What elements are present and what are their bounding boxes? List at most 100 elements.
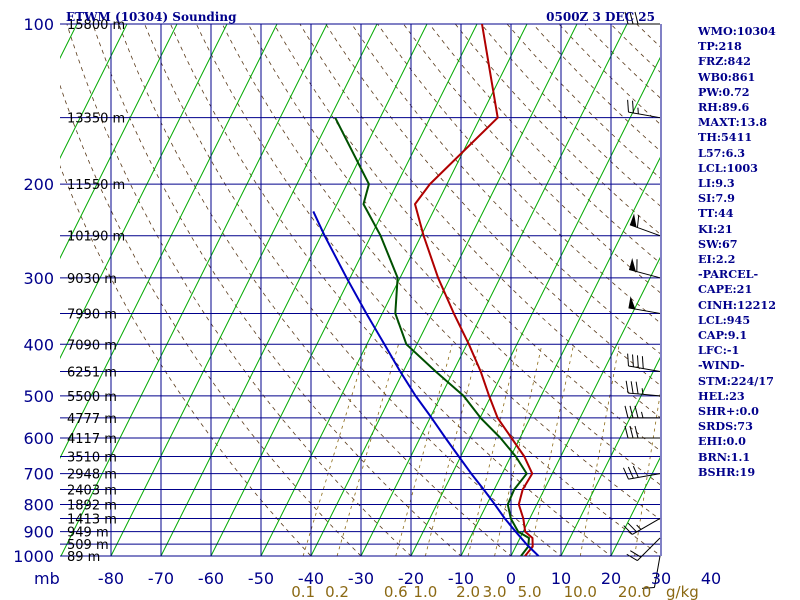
wind-barb (627, 99, 661, 119)
profiles (312, 24, 540, 556)
dewpoint-line (334, 117, 530, 556)
isotherm (560, 356, 660, 556)
grid (60, 23, 662, 557)
wind-barb (626, 537, 661, 562)
mixing-ratio-label: 3.0 (483, 583, 507, 600)
temperature-tick-label: -10 (448, 569, 474, 588)
temperature-tick-label: -20 (398, 569, 424, 588)
index-item: L57:6.3 (698, 145, 746, 160)
pressure-tick-label: 100 (23, 15, 54, 34)
height-label: 509 m (67, 538, 109, 553)
height-label: 10190 m (67, 230, 125, 245)
wind-barb (624, 405, 660, 419)
wind-barb (622, 465, 661, 480)
wind-barb (624, 11, 660, 25)
dry-adiabat (118, 24, 512, 556)
index-item: BSHR:19 (698, 464, 756, 479)
temperature-line (414, 24, 534, 556)
mixing-ratio-label: 20.0 (618, 583, 651, 600)
index-item: LI:9.3 (698, 176, 735, 191)
pressure-tick-label: 900 (23, 523, 54, 542)
index-item: RH:89.6 (698, 100, 750, 115)
index-item: TT:44 (698, 206, 734, 221)
mixing-ratio-line (494, 344, 543, 556)
moist-adiabat (0, 550, 405, 567)
mixing-ratio-line (302, 344, 368, 556)
height-label: 1413 m (67, 512, 117, 527)
isotherm (210, 24, 478, 556)
index-item: SI:7.9 (698, 191, 735, 206)
isotherm (410, 56, 660, 556)
pressure-tick-label: 800 (23, 495, 54, 514)
wind-barb (627, 353, 661, 373)
index-item: WMO:10304 (698, 24, 776, 38)
temperature-tick-label: 20 (601, 569, 621, 588)
isotherm (460, 156, 660, 556)
mixing-ratio-line (336, 344, 399, 556)
temperature-tick-label: -40 (298, 569, 324, 588)
height-label: 4777 m (67, 412, 117, 427)
dry-adiabat (403, 24, 660, 293)
index-item: PW:0.72 (698, 84, 750, 99)
index-item: KI:21 (698, 221, 733, 236)
isotherm (60, 24, 328, 556)
height-label: 2948 m (67, 468, 117, 483)
mixing-ratio-unit: g/kg (666, 583, 699, 600)
mixing-ratio-label: 1.0 (413, 583, 437, 600)
wind-barb (624, 425, 660, 439)
dry-adiabat (92, 24, 462, 556)
mixing-ratio-line (579, 344, 620, 556)
pressure-tick-label: 600 (23, 429, 54, 448)
height-label: 5500 m (67, 390, 117, 405)
mixing-ratio-label: 10.0 (564, 583, 597, 600)
index-item: HEL:23 (698, 388, 745, 403)
isotherm (160, 24, 428, 556)
mixing-ratio-lines (302, 344, 660, 556)
mixing-ratio-line (634, 392, 660, 556)
pressure-tick-label: 500 (23, 387, 54, 406)
temperature-tick-label: -50 (248, 569, 274, 588)
temperature-tick-label: 40 (701, 569, 721, 588)
isotherm (260, 24, 528, 556)
index-item: TH:5411 (698, 130, 753, 145)
index-item: LCL:945 (698, 312, 751, 327)
dry-adiabats (60, 24, 660, 556)
pressure-tick-label: 700 (23, 465, 54, 484)
wind-barb (625, 380, 661, 397)
height-label: 11550 m (67, 178, 125, 193)
temperature-tick-label: -70 (148, 569, 174, 588)
index-item: BRN:1.1 (698, 449, 751, 464)
dry-adiabat (377, 24, 660, 324)
height-label: 13350 m (67, 112, 125, 127)
index-item: WB0:861 (698, 69, 756, 84)
index-item: SHR+:0.0 (698, 404, 759, 419)
isotherm (60, 24, 128, 160)
height-label: 7990 m (67, 307, 117, 322)
dry-adiabat (247, 24, 660, 486)
pressure-tick-label: 300 (23, 269, 54, 288)
index-item: STM:224/17 (698, 373, 774, 388)
wind-barbs (622, 11, 661, 589)
index-item: CINH:12212 (698, 297, 776, 312)
isotherm (110, 24, 378, 556)
height-label: 2403 m (67, 484, 117, 499)
pressure-unit-label: mb (34, 569, 60, 588)
mixing-ratio-label: 2.0 (456, 583, 480, 600)
wind-barb (623, 518, 661, 535)
temperature-tick-label: 0 (506, 569, 516, 588)
temperature-tick-label: -30 (348, 569, 374, 588)
height-label: 7090 m (67, 338, 117, 353)
wind-barb (628, 296, 661, 314)
temperature-tick-label: -60 (198, 569, 224, 588)
mixing-ratio-label: 0.1 (291, 583, 315, 600)
isotherm (510, 256, 660, 556)
dry-adiabat (325, 24, 660, 386)
height-label: 9030 m (67, 272, 117, 287)
index-item: SW:67 (698, 236, 738, 251)
parcel-line (312, 210, 540, 556)
isotherm (360, 24, 628, 556)
dry-adiabat (66, 24, 412, 556)
pressure-tick-label: 400 (23, 335, 54, 354)
isotherm (60, 24, 278, 460)
